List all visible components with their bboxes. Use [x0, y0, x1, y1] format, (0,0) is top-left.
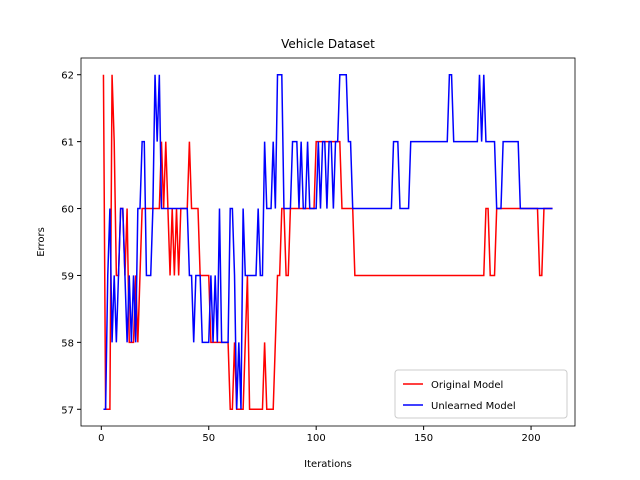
legend-label: Original Model: [431, 380, 503, 391]
data-line: [103, 73, 553, 411]
chart-title: Vehicle Dataset: [281, 37, 375, 51]
data-line: [102, 74, 553, 411]
y-tick-label: 60: [61, 205, 74, 216]
y-tick-label: 57: [61, 405, 74, 416]
y-tick-label: 61: [61, 138, 74, 149]
plot-frame: [80, 57, 576, 427]
x-tick-label: 50: [202, 433, 215, 444]
x-axis-label: Iterations: [304, 459, 352, 470]
x-tick-label: 0: [98, 433, 104, 444]
x-tick-label: 150: [414, 433, 433, 444]
legend-box: [394, 369, 568, 419]
y-axis-label: Errors: [36, 227, 47, 257]
y-tick-label: 62: [61, 71, 74, 82]
x-tick-label: 200: [522, 433, 541, 444]
y-tick-label: 59: [61, 271, 74, 282]
legend-label: Unlearned Model: [431, 401, 516, 412]
y-tick-label: 58: [61, 338, 74, 349]
x-tick-label: 100: [307, 433, 326, 444]
